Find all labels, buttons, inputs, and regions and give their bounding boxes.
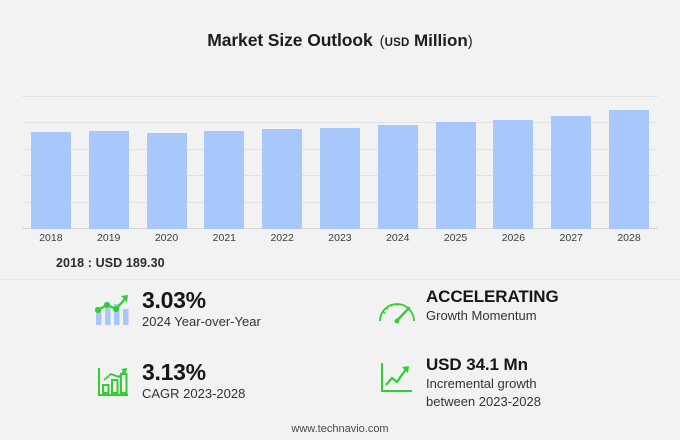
stat-yoy-text: 3.03% 2024 Year-over-Year (136, 288, 261, 331)
stat-yoy-value: 3.03% (142, 287, 206, 313)
x-tick-2023: 2023 (328, 232, 352, 244)
x-tick-2026: 2026 (501, 232, 526, 244)
speedometer-icon (374, 290, 420, 330)
stat-cagr: 3.13% CAGR 2023-2028 (90, 360, 245, 403)
bar-slot (427, 97, 485, 229)
bar-2025[interactable] (435, 122, 476, 229)
page-title: Market Size Outlook (207, 30, 373, 50)
unit-close-paren: ) (467, 33, 473, 50)
bar-2020[interactable] (146, 132, 187, 229)
bar-2024[interactable] (377, 124, 418, 229)
stat-incremental-value: USD 34.1 Mn (426, 355, 528, 374)
stat-growth-momentum: ACCELERATING Growth Momentum (374, 288, 559, 330)
gridline (22, 122, 658, 123)
x-tick-2028: 2028 (617, 232, 641, 244)
bar-2026[interactable] (493, 119, 534, 229)
bar-slot (80, 97, 138, 229)
gridline (22, 96, 658, 97)
bar-2023[interactable] (319, 127, 360, 229)
trend-line-arrow-icon (374, 358, 420, 398)
bar-chart-arrow-icon (90, 362, 136, 402)
x-tick-2020: 2020 (154, 232, 179, 244)
stat-yoy-label: 2024 Year-over-Year (142, 314, 261, 330)
x-tick-2019: 2019 (97, 232, 121, 244)
bar-slot (600, 97, 658, 229)
growth-line-bar-icon (90, 290, 136, 330)
stat-incremental-growth: USD 34.1 Mn Incremental growth between 2… (374, 356, 541, 411)
bar-slot (253, 97, 311, 229)
bar-2021[interactable] (204, 131, 245, 229)
stat-cagr-value: 3.13% (142, 359, 206, 385)
footer-url: www.technavio.com (291, 423, 389, 435)
stat-cagr-label: CAGR 2023-2028 (142, 386, 246, 402)
stat-incremental-label-line2: between 2023-2028 (426, 394, 541, 410)
x-tick-2022: 2022 (270, 232, 294, 244)
x-tick-2027: 2027 (559, 232, 583, 244)
x-tick-2025: 2025 (443, 232, 468, 244)
bar-2018[interactable] (30, 132, 71, 229)
unit-currency: USD (384, 37, 410, 49)
x-tick-2018: 2018 (39, 232, 63, 244)
bar-series (22, 97, 658, 229)
chart-unit-label: (USD Million) (379, 31, 473, 50)
base-year-value: 2018 : USD 189.30 (56, 256, 165, 270)
stat-momentum-text: ACCELERATING Growth Momentum (420, 288, 559, 324)
stat-incremental-text: USD 34.1 Mn Incremental growth between 2… (420, 356, 541, 411)
bar-2019[interactable] (88, 130, 129, 229)
stat-incremental-label-line1: Incremental growth (426, 375, 537, 391)
bar-slot (369, 97, 427, 229)
bar-slot (22, 97, 80, 229)
x-tick-2024: 2024 (386, 232, 410, 244)
stat-momentum-label: Growth Momentum (426, 307, 537, 323)
stat-cagr-text: 3.13% CAGR 2023-2028 (136, 360, 245, 403)
stat-yoy: 3.03% 2024 Year-over-Year (90, 288, 261, 331)
bar-slot (138, 97, 196, 229)
stat-momentum-value: ACCELERATING (426, 287, 559, 306)
section-divider (0, 279, 680, 280)
bar-chart-plot-area (22, 96, 658, 229)
bar-slot (311, 97, 369, 229)
bar-2027[interactable] (551, 115, 592, 229)
x-axis-tick-labels: 2018 2019 2020 2021 2022 2023 2024 2025 2026 2027… (22, 232, 658, 244)
unit-magnitude: Million (413, 31, 468, 50)
bar-slot (542, 97, 600, 229)
bar-2028[interactable] (609, 110, 650, 229)
unit-open-paren: ( (379, 33, 385, 50)
stats-panel: 3.03% 2024 Year-over-Year ACCELERATING G… (90, 288, 650, 418)
x-tick-2021: 2021 (212, 232, 237, 244)
bar-slot (485, 97, 543, 229)
bar-2022[interactable] (262, 129, 303, 229)
chart-header: Market Size Outlook (USD Million) (0, 30, 680, 51)
bar-slot (195, 97, 253, 229)
